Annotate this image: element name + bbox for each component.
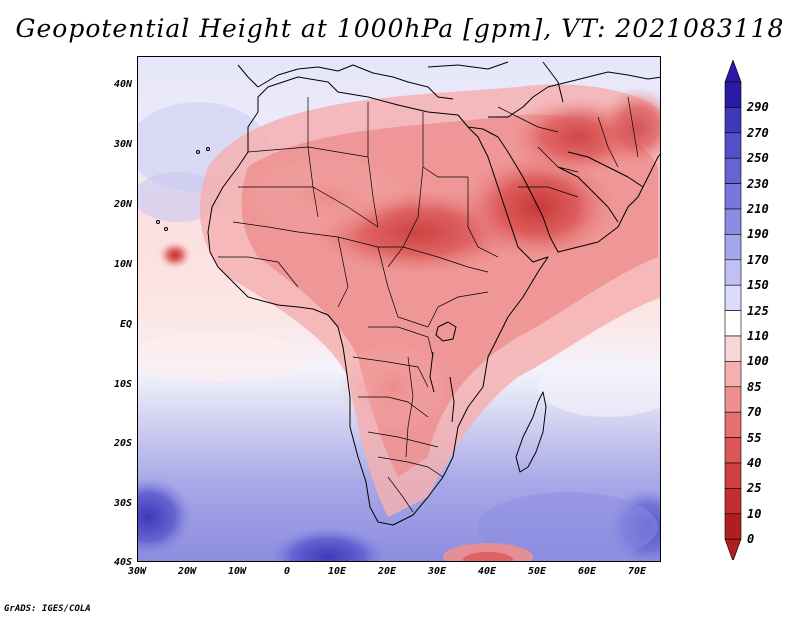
colorbar-box: [724, 488, 742, 515]
colorbar-label: 125: [747, 303, 769, 318]
colorbar-box: [724, 208, 742, 235]
colorbar-box: [724, 335, 742, 362]
colorbar-label: 110: [747, 329, 769, 343]
colorbar-label: 150: [747, 278, 769, 293]
lon-label-40e: 40E: [477, 566, 497, 577]
coastlines: [156, 61, 660, 526]
lat-label-20s: 20S: [113, 438, 132, 449]
colorbar-box: [724, 157, 742, 184]
map-title: Geopotential Height at 1000hPa [gpm], VT…: [15, 14, 785, 43]
lon-label-10e: 10E: [327, 566, 347, 577]
lat-label-40n: 40N: [113, 79, 132, 90]
colorbar-label: 170: [747, 252, 769, 267]
lat-label-40s: 40S: [113, 557, 132, 568]
colorbar-label: 210: [747, 202, 769, 216]
lat-label-30n: 30N: [113, 139, 132, 150]
colorbar-label: 190: [747, 227, 769, 242]
colorbar-bottom-arrow: [724, 538, 742, 560]
colorbar-box: [724, 462, 742, 489]
colorbar-label: 10: [747, 506, 762, 521]
lon-label-10w: 10W: [227, 566, 247, 577]
colorbar: [724, 60, 742, 560]
grads-credit: GrADS: IGES/COLA: [4, 604, 91, 614]
colorbar-label: 70: [747, 405, 762, 420]
colorbar-label: 25: [747, 481, 762, 496]
colorbar-box: [724, 234, 742, 261]
lon-label-30w: 30W: [127, 566, 147, 577]
colorbar-box: [724, 183, 742, 210]
colorbar-box: [724, 132, 742, 159]
lat-label-eq: EQ: [119, 319, 132, 330]
colorbar-box: [724, 437, 742, 464]
colorbar-box: [724, 361, 742, 388]
geopotential-field: [138, 57, 660, 561]
colorbar-box: [724, 284, 742, 311]
colorbar-label: 230: [747, 176, 769, 191]
colorbar-top-arrow: [724, 60, 742, 83]
lat-label-30s: 30S: [113, 498, 132, 509]
lat-label-10s: 10S: [113, 379, 132, 390]
lon-label-20e: 20E: [377, 566, 397, 577]
colorbar-box: [724, 411, 742, 438]
colorbar-label: 290: [747, 100, 769, 115]
lon-label-20w: 20W: [177, 566, 197, 577]
lon-label-60e: 60E: [577, 566, 597, 577]
colorbar-label: 100: [747, 354, 769, 369]
colorbar-label: 0: [747, 532, 755, 547]
colorbar-box: [724, 107, 742, 134]
colorbar-box: [724, 513, 742, 540]
colorbar-label: 40: [747, 456, 762, 470]
lat-label-10n: 10N: [113, 259, 132, 270]
country-borders: [218, 96, 639, 513]
lon-label-0: 0: [283, 566, 291, 577]
lon-label-30e: 30E: [427, 566, 447, 577]
colorbar-label: 55: [747, 430, 762, 445]
colorbar-label: 250: [747, 151, 769, 166]
colorbar-box: [724, 310, 742, 337]
colorbar-label: 270: [747, 125, 769, 140]
colorbar-label: 85: [747, 379, 762, 394]
lat-label-20n: 20N: [113, 199, 132, 210]
lon-label-50e: 50E: [527, 566, 547, 577]
colorbar-box: [724, 386, 742, 413]
colorbar-box: [724, 81, 742, 108]
colorbar-box: [724, 259, 742, 286]
map-panel: [137, 56, 661, 562]
lon-label-70e: 70E: [627, 566, 647, 577]
